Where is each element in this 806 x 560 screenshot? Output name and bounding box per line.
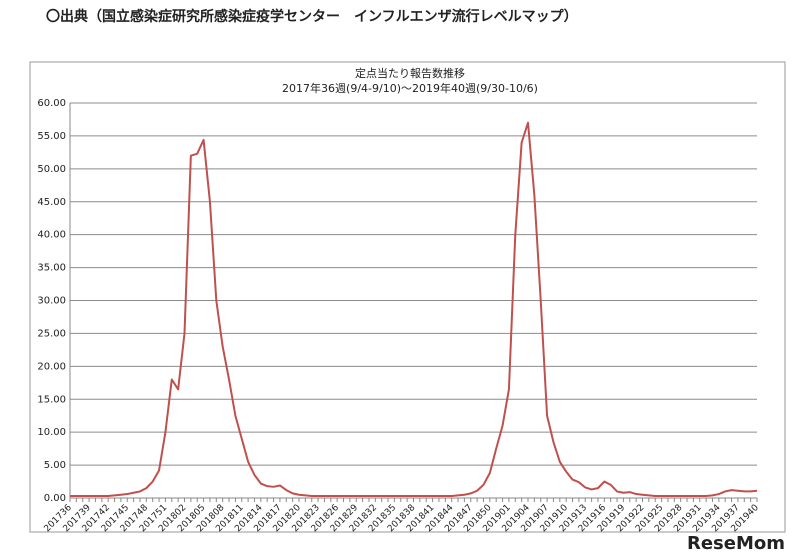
y-tick-label: 30.00 (37, 296, 66, 307)
y-tick-label: 45.00 (37, 197, 66, 208)
y-tick-label: 40.00 (37, 230, 66, 241)
chart-title: 定点当たり報告数推移 (355, 66, 465, 80)
y-tick-label: 25.00 (37, 328, 66, 339)
y-tick-label: 50.00 (37, 164, 66, 175)
y-tick-label: 10.00 (37, 427, 66, 438)
y-tick-label: 60.00 (37, 98, 66, 109)
y-tick-label: 15.00 (37, 394, 66, 405)
data-line (70, 121, 758, 498)
watermark: ReseMom (687, 533, 785, 554)
chart-subtitle: 2017年36週(9/4-9/10)〜2019年40週(9/30-10/6) (282, 81, 538, 95)
y-tick-label: 35.00 (37, 263, 66, 274)
y-tick-label: 0.00 (44, 493, 66, 504)
y-tick-label: 20.00 (37, 361, 66, 372)
y-tick-label: 5.00 (44, 460, 66, 471)
chart-frame (29, 61, 786, 533)
y-tick-label: 55.00 (37, 131, 66, 142)
source-note: 〇出典（国立感染症研究所感染症疫学センター インフルエンザ流行レベルマップ） (46, 8, 578, 25)
